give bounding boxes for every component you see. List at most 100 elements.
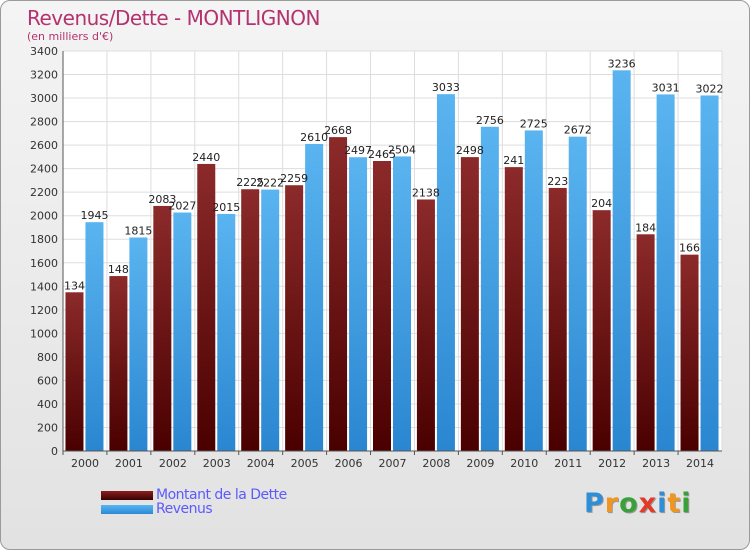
- bar-debt: [373, 161, 391, 451]
- y-tick-label: 2400: [30, 163, 58, 176]
- data-label-revenus: 2504: [388, 143, 416, 156]
- x-tick-label: 2000: [71, 457, 99, 470]
- bar-revenus: [480, 126, 499, 451]
- data-label-revenus: 2222: [256, 177, 284, 190]
- data-label-debt: 184: [635, 221, 656, 234]
- data-label-debt: 2259: [280, 172, 308, 185]
- data-label-revenus: 2610: [300, 131, 328, 144]
- x-tick-label: 2001: [115, 457, 143, 470]
- x-tick-label: 2004: [247, 457, 275, 470]
- y-tick-label: 1800: [30, 233, 58, 246]
- logo-letter: i: [681, 488, 692, 519]
- logo-letter: r: [604, 488, 620, 519]
- y-tick-label: 2200: [30, 186, 58, 199]
- y-tick-label: 0: [51, 445, 58, 458]
- y-tick-label: 2600: [30, 139, 58, 152]
- x-tick-label: 2010: [510, 457, 538, 470]
- bar-debt: [636, 234, 655, 451]
- x-tick-label: 2012: [598, 457, 626, 470]
- bar-debt: [592, 210, 611, 451]
- data-label-revenus: 2027: [168, 200, 196, 213]
- x-tick-label: 2013: [642, 457, 670, 470]
- y-tick-label: 3400: [30, 45, 58, 58]
- data-label-revenus: 3236: [608, 57, 636, 70]
- data-label-debt: 166: [679, 242, 700, 255]
- y-tick-label: 3000: [30, 92, 58, 105]
- bar-revenus: [173, 212, 192, 451]
- y-tick-label: 1200: [30, 304, 58, 317]
- logo-letter: t: [667, 488, 682, 519]
- x-tick-label: 2011: [554, 457, 582, 470]
- x-tick-label: 2002: [159, 457, 187, 470]
- chart-title: Revenus/Dette - MONTLIGNON: [27, 6, 320, 30]
- x-tick-label: 2009: [466, 457, 494, 470]
- bar-debt: [504, 167, 523, 451]
- data-label-debt: 2440: [192, 151, 220, 164]
- legend-swatch-debt: [101, 491, 153, 500]
- legend-swatch-revenus: [101, 505, 153, 514]
- data-label-debt: 2498: [456, 144, 484, 157]
- x-tick-label: 2003: [203, 457, 231, 470]
- data-label-debt: 223: [547, 175, 568, 188]
- data-label-revenus: 2725: [520, 117, 548, 130]
- y-tick-label: 1600: [30, 257, 58, 270]
- data-label-debt: 148: [108, 263, 129, 276]
- bar-debt: [65, 292, 84, 451]
- logo-letter: P: [584, 488, 605, 519]
- data-label-debt: 2668: [324, 124, 352, 137]
- y-tick-label: 1000: [30, 327, 58, 340]
- x-tick-label: 2005: [291, 457, 319, 470]
- x-tick-label: 2006: [335, 457, 363, 470]
- data-label-debt: 2465: [368, 148, 396, 161]
- bar-revenus: [261, 189, 280, 451]
- y-tick-label: 3200: [30, 69, 58, 82]
- bar-revenus: [305, 143, 324, 452]
- bar-revenus: [524, 130, 543, 452]
- data-label-revenus: 2672: [564, 124, 592, 137]
- legend-label-revenus: Revenus: [156, 501, 213, 517]
- logo-letter: i: [657, 488, 668, 519]
- bar-debt: [109, 276, 128, 451]
- data-label-revenus: 3033: [432, 81, 460, 94]
- bar-revenus: [349, 157, 368, 451]
- data-label-revenus: 1945: [80, 209, 108, 222]
- x-tick-label: 2014: [686, 457, 714, 470]
- data-label-debt: 134: [64, 279, 85, 292]
- y-tick-label: 1400: [30, 280, 58, 293]
- bar-revenus: [436, 94, 455, 452]
- data-label-revenus: 2756: [476, 114, 504, 127]
- data-label-revenus: 1815: [124, 224, 152, 237]
- bar-debt: [285, 185, 304, 451]
- chart-subtitle: (en milliers d'€): [27, 30, 114, 43]
- bar-debt: [416, 199, 435, 451]
- data-label-revenus: 3022: [696, 82, 724, 95]
- bar-debt: [241, 189, 260, 451]
- y-tick-label: 600: [37, 374, 58, 387]
- data-label-debt: 204: [591, 197, 612, 210]
- bar-revenus: [612, 70, 631, 451]
- data-label-revenus: 2015: [212, 201, 240, 214]
- y-tick-label: 800: [37, 351, 58, 364]
- plot-area: [63, 51, 722, 451]
- data-label-debt: 2225: [236, 176, 264, 189]
- data-label-revenus: 3031: [652, 81, 680, 94]
- y-tick-label: 2000: [30, 210, 58, 223]
- data-label-debt: 2083: [148, 193, 176, 206]
- y-tick-label: 200: [37, 421, 58, 434]
- y-tick-label: 2800: [30, 116, 58, 129]
- bar-revenus: [568, 136, 587, 451]
- y-tick-label: 400: [37, 398, 58, 411]
- bar-revenus: [393, 156, 411, 452]
- bar-debt: [153, 205, 172, 451]
- bar-debt: [680, 254, 699, 451]
- logo-letter: o: [619, 488, 639, 519]
- bar-debt: [548, 187, 567, 452]
- data-label-debt: 241: [503, 154, 524, 167]
- logo-letter: x: [638, 488, 658, 519]
- bar-revenus: [85, 222, 104, 451]
- x-tick-label: 2008: [422, 457, 450, 470]
- bar-revenus: [700, 95, 719, 452]
- bar-revenus: [129, 237, 148, 451]
